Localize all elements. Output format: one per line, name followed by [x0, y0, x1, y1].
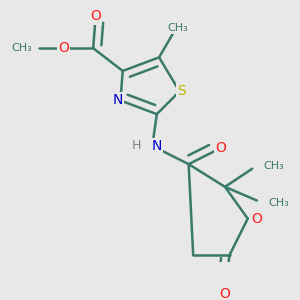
Text: O: O: [215, 141, 226, 155]
Text: H: H: [131, 140, 141, 152]
Text: O: O: [251, 212, 262, 226]
Text: N: N: [113, 94, 123, 107]
Text: O: O: [90, 9, 101, 23]
Text: S: S: [177, 84, 186, 98]
Text: CH₃: CH₃: [268, 198, 289, 208]
Text: N: N: [152, 139, 162, 153]
Text: CH₃: CH₃: [11, 43, 32, 53]
Text: CH₃: CH₃: [264, 161, 284, 171]
Text: O: O: [58, 41, 69, 55]
Text: CH₃: CH₃: [167, 23, 188, 33]
Text: O: O: [220, 287, 230, 300]
